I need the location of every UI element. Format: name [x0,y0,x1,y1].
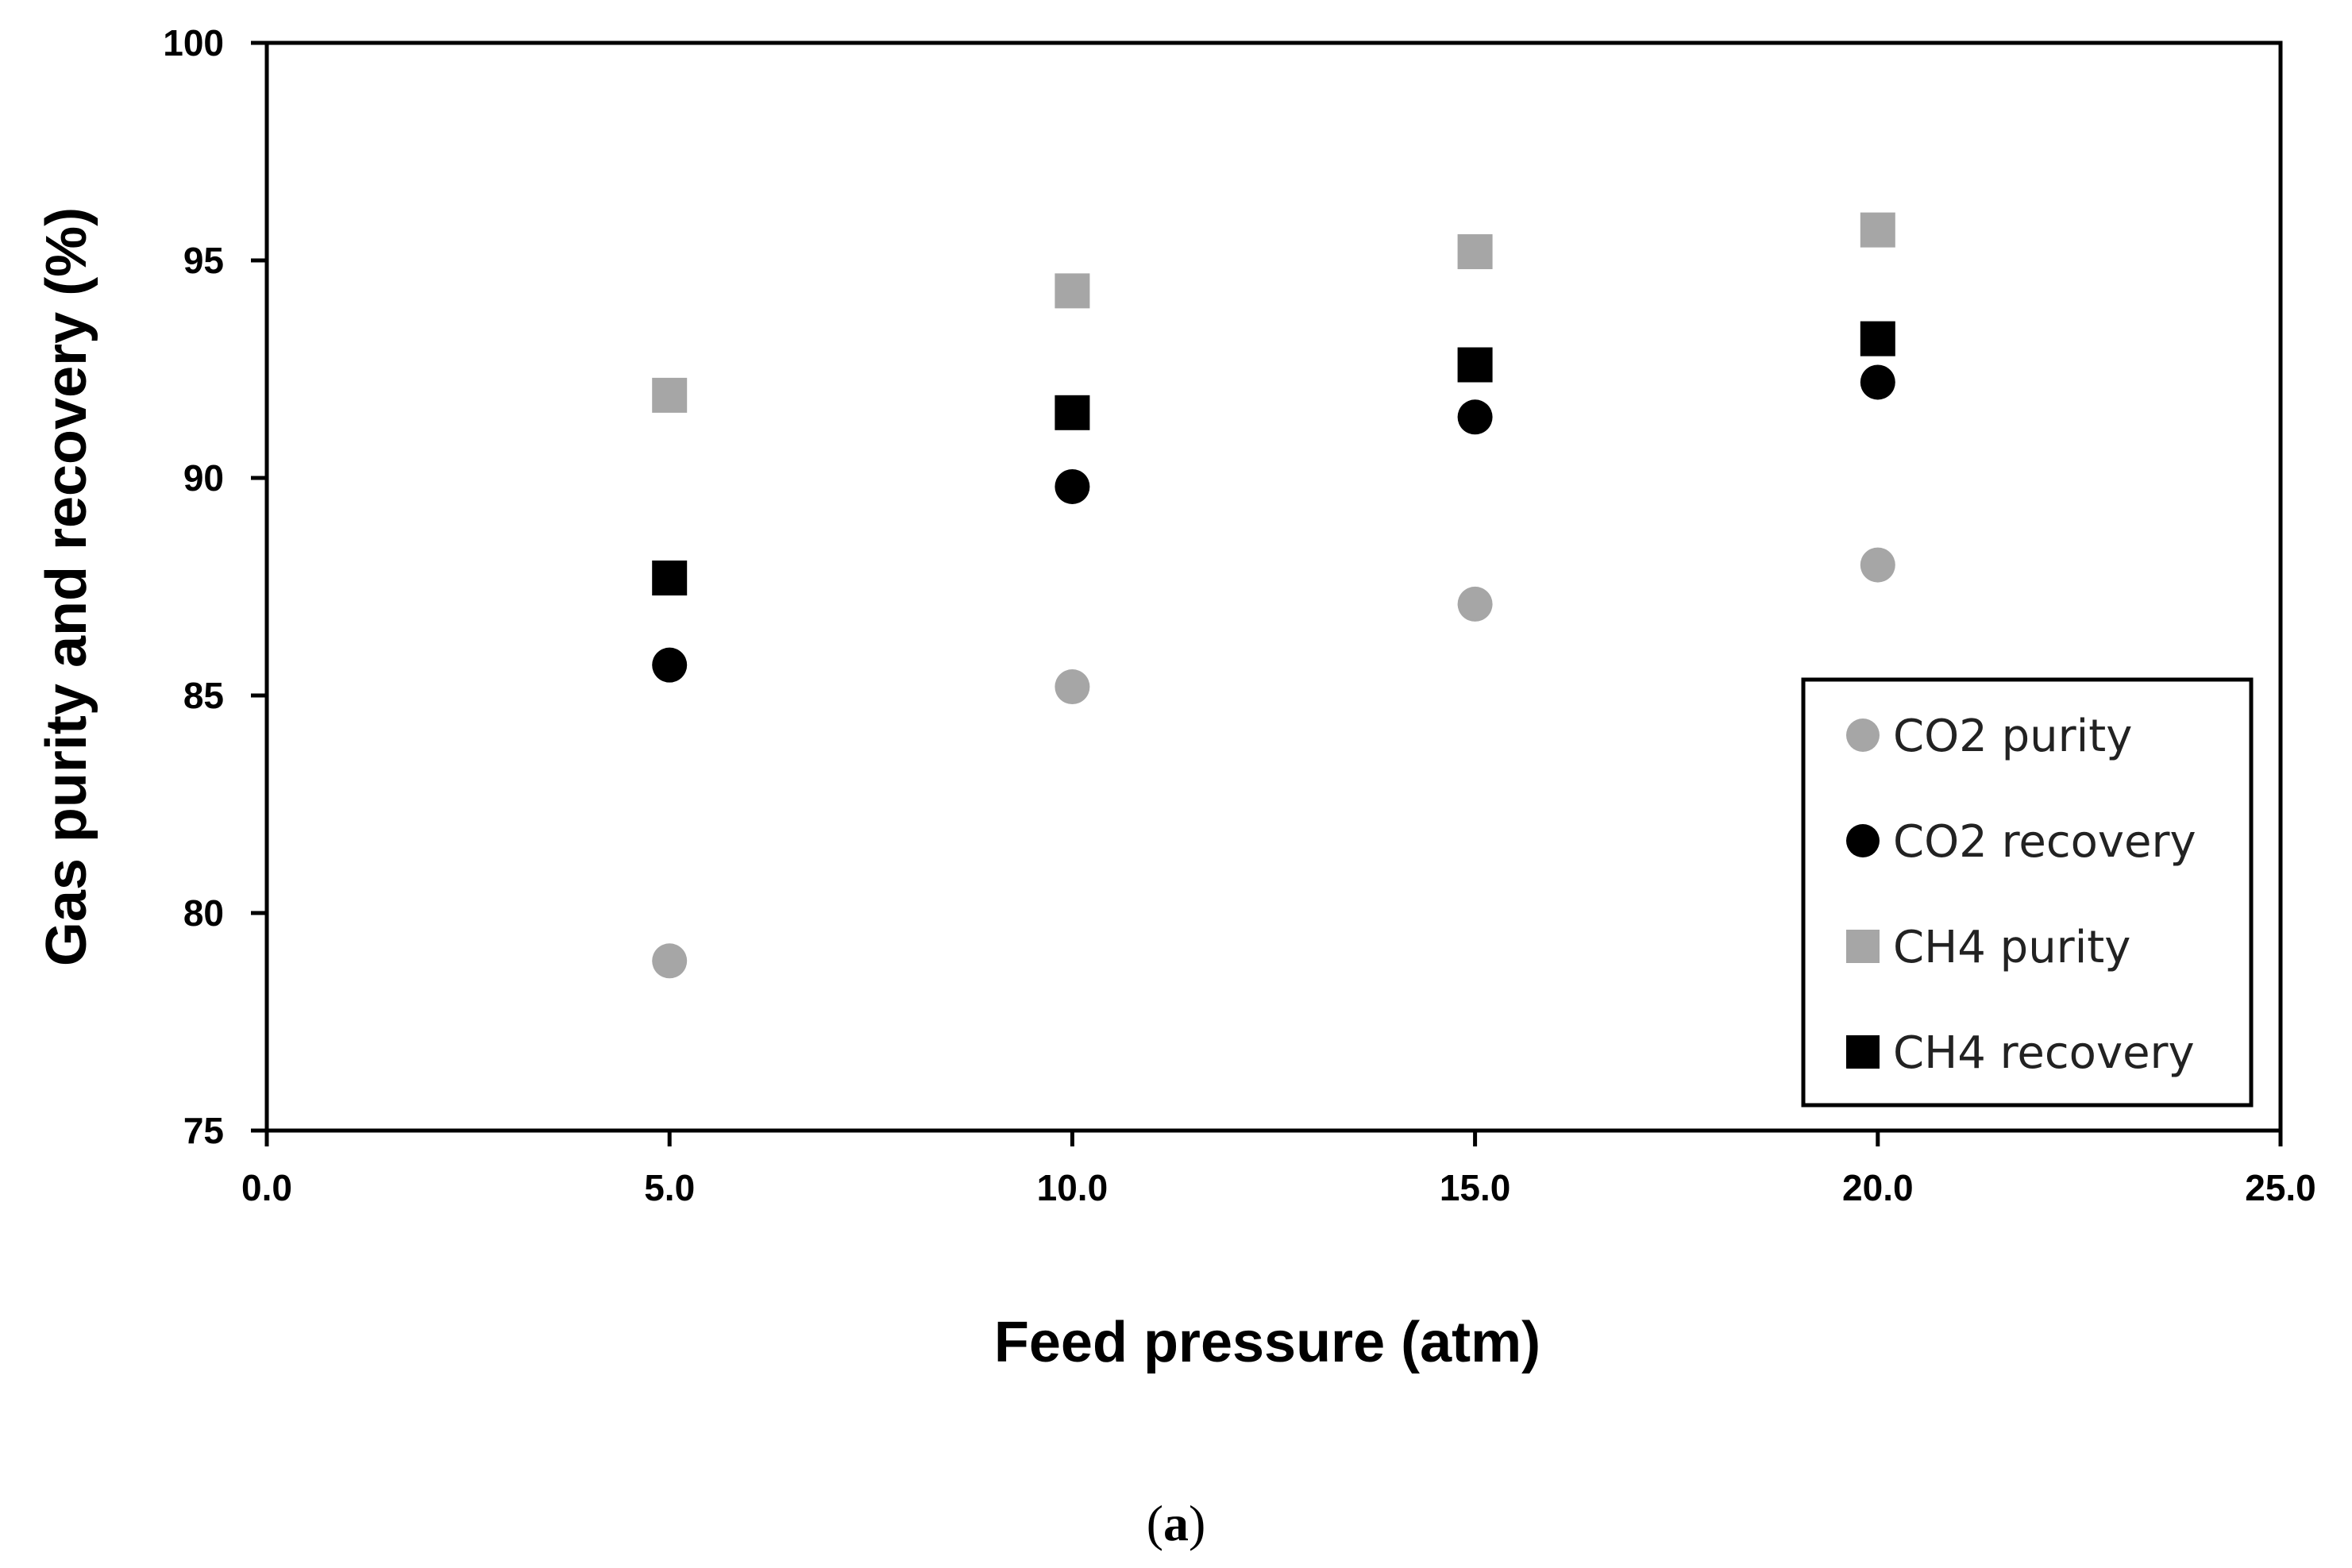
y-tick-label: 80 [183,892,224,934]
x-tick-label: 5.0 [644,1167,695,1208]
x-axis-title: Feed pressure (atm) [994,1311,1540,1374]
x-tick-label: 0.0 [241,1167,292,1208]
co2-recovery-point [652,647,688,683]
caption-open: ( [1147,1495,1163,1551]
caption-close: ) [1189,1495,1205,1551]
ch4-recovery-point [1457,347,1493,383]
x-tick-label: 20.0 [1842,1167,1914,1208]
co2-recovery-point [1457,399,1493,435]
legend-box [1801,677,2254,1108]
co2-purity-point [1457,586,1493,622]
co2-recovery-point [1860,364,1895,400]
x-tick-label: 25.0 [2245,1167,2316,1208]
legend-label-co2-recovery: CO2 recovery [1893,816,2196,868]
caption-letter: a [1163,1495,1189,1551]
legend-label-co2-purity: CO2 purity [1893,711,2132,762]
legend-marker-ch4-purity [1846,930,1880,963]
legend-marker-co2-purity [1846,719,1880,752]
co2-purity-point [1055,669,1090,705]
x-tick-label: 15.0 [1440,1167,1511,1208]
y-tick-label: 85 [183,675,224,716]
ch4-recovery-point [1860,321,1895,356]
ch4-purity-point [652,377,688,413]
legend: CO2 purity CO2 recovery CH4 purity CH4 reco… [1801,677,2254,1108]
y-tick-label: 95 [183,240,224,281]
caption: (a) [1147,1495,1206,1551]
ch4-recovery-point [1055,395,1090,430]
ch4-purity-point [1055,273,1090,309]
ch4-purity-point [1457,234,1493,270]
legend-label-ch4-recovery: CH4 recovery [1893,1027,2195,1079]
x-tick-label: 10.0 [1037,1167,1109,1208]
plot-area [264,40,2283,1133]
y-axis-title: Gas purity and recovery (%) [35,207,98,966]
co2-recovery-point [1055,468,1090,504]
data-markers [652,212,1895,979]
legend-marker-co2-recovery [1846,824,1880,857]
y-tick-label: 100 [163,22,224,64]
ch4-recovery-point [652,561,688,596]
legend-label-ch4-purity: CH4 purity [1893,922,2130,973]
y-axis-ticks: 75 80 85 90 95 100 [163,22,267,1151]
co2-purity-point [1860,547,1895,583]
x-axis-ticks: 0.0 5.0 10.0 15.0 20.0 25.0 [241,1131,2316,1208]
y-tick-label: 90 [183,457,224,499]
ch4-purity-point [1860,212,1895,248]
legend-marker-ch4-recovery [1846,1035,1880,1069]
co2-purity-point [652,943,688,979]
y-tick-label: 75 [183,1110,224,1151]
